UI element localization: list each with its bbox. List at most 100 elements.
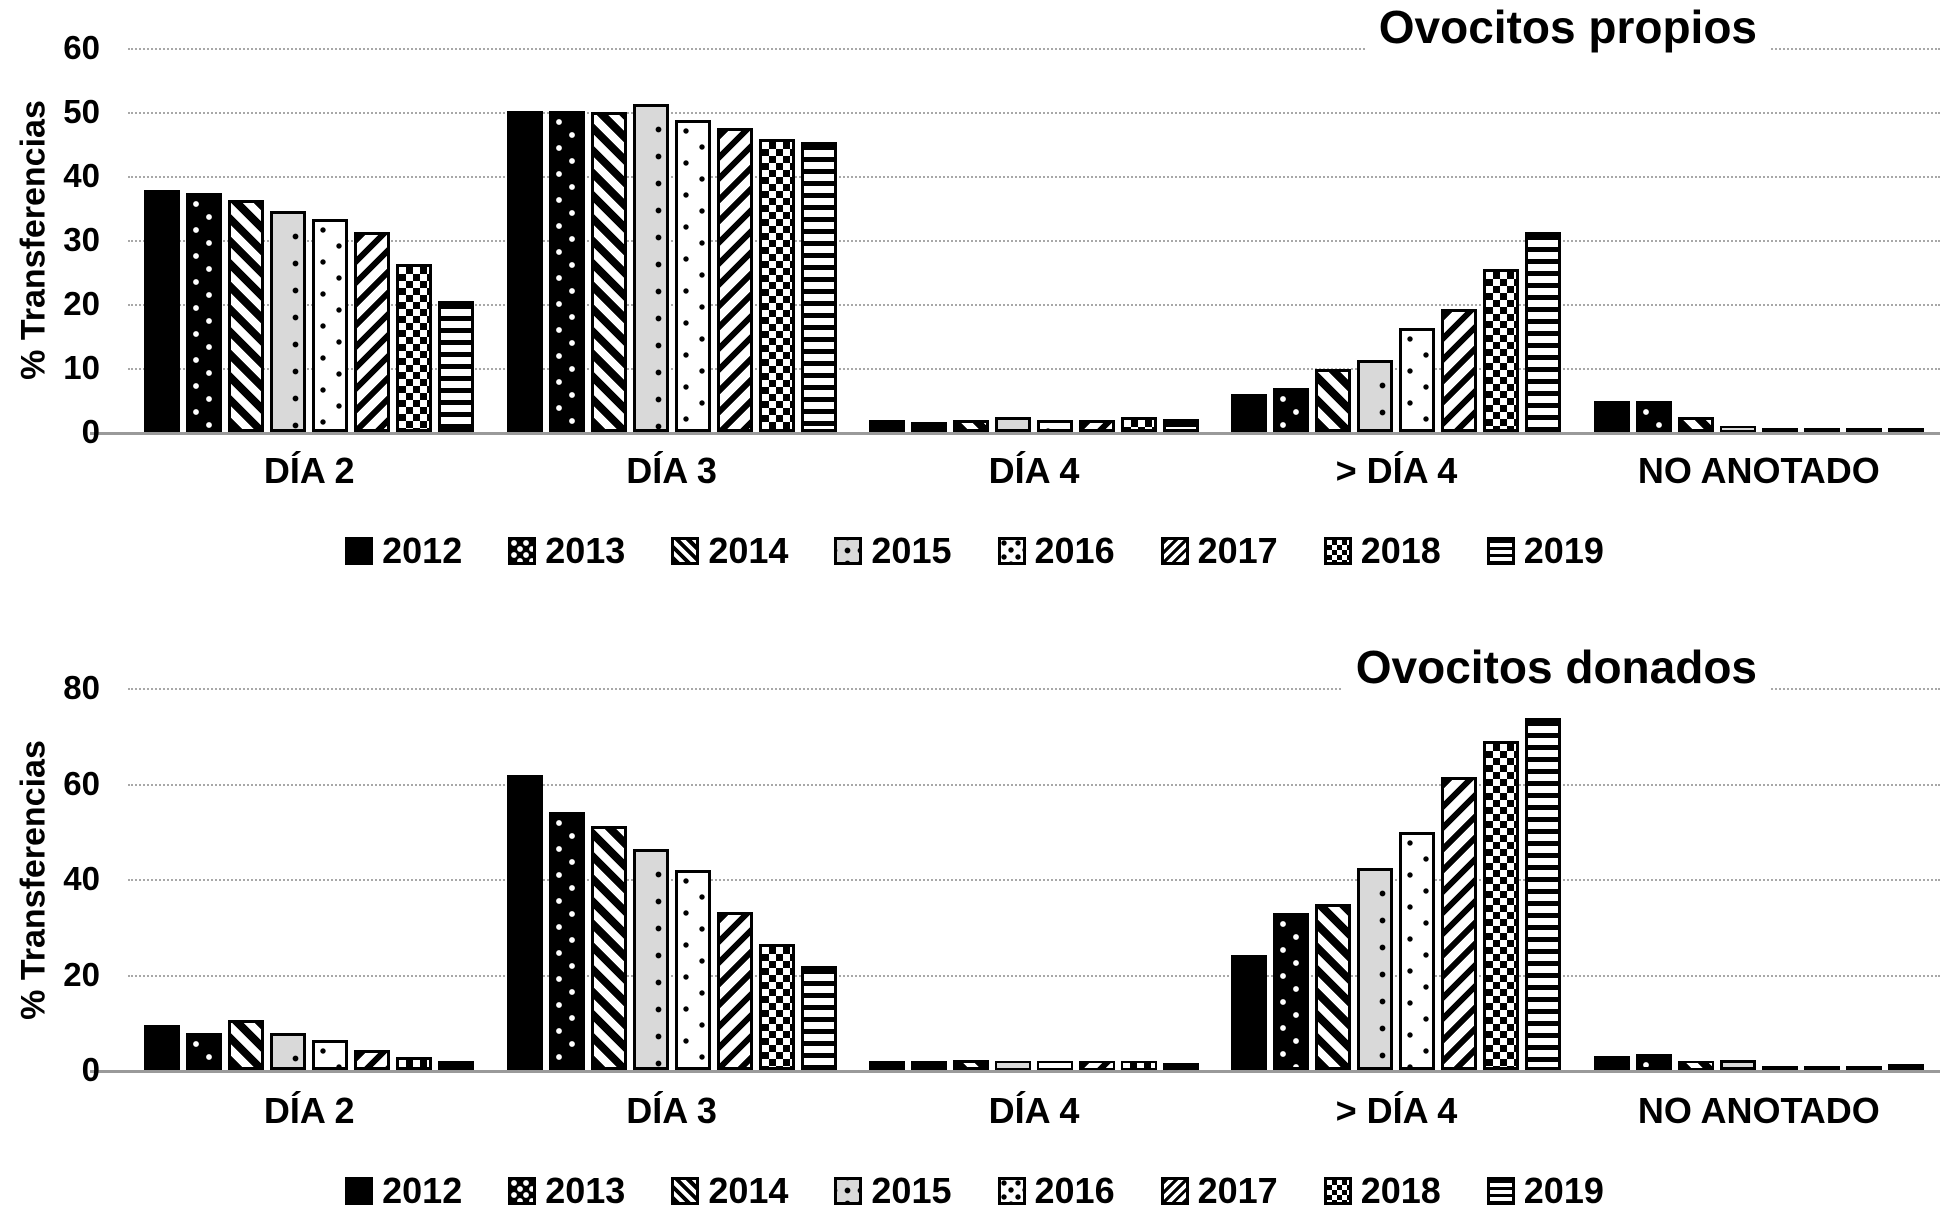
legend-swatch-2012-solid-icon (345, 1177, 374, 1205)
bar-2012-d-a-4 (1231, 955, 1268, 1070)
gridline-40 (128, 879, 1940, 881)
bar-2013-no-anotado (1635, 401, 1672, 432)
bar-groups (128, 688, 1940, 1070)
bar-2013-d-a-4 (1273, 913, 1310, 1070)
bar-2012-d-a-4 (869, 419, 906, 432)
bar-2014-no-anotado (1677, 1061, 1714, 1070)
legend-swatch-2019-hlines-icon (1486, 537, 1515, 565)
legend-item-2013: 2013 (508, 530, 625, 572)
bar-2017-d-a-4 (1441, 776, 1478, 1070)
bar-2017-d-a-4 (1441, 309, 1478, 432)
bar-2018-d-a-2 (396, 263, 433, 432)
legend-label-2012: 2012 (382, 1170, 463, 1211)
legend-item-2017: 2017 (1160, 530, 1278, 572)
bar-2014-d-a-3 (590, 112, 627, 432)
legend-swatch-2015-dots-on-gray-icon (834, 537, 863, 565)
y-tick-label-80: 80 (63, 669, 100, 706)
bar-2019-d-a-4 (1525, 718, 1562, 1070)
bar-2015-d-a-2 (270, 1032, 307, 1070)
gridline-50 (128, 112, 1940, 114)
bar-2017-d-a-3 (716, 912, 753, 1070)
legend-item-2016: 2016 (997, 530, 1115, 572)
gridline-10 (128, 368, 1940, 370)
bar-group-d-a-2 (128, 688, 490, 1070)
x-axis-label-d-a-4: > DÍA 4 (1335, 450, 1458, 491)
bar-2018-d-a-4 (1483, 269, 1520, 432)
legend-swatch-2013-dots-on-black-icon (508, 1177, 537, 1205)
bar-2013-no-anotado (1635, 1054, 1672, 1070)
bar-2016-no-anotado (1761, 1066, 1798, 1070)
bar-2017-no-anotado (1803, 428, 1840, 432)
bar-group-d-a-4 (1215, 688, 1577, 1070)
x-axis-label-d-a-2: DÍA 2 (263, 1090, 355, 1131)
bar-2013-d-a-3 (548, 812, 585, 1070)
chart-ovocitos-donados: Ovocitos donados % Transferencias 0 20 40 6… (0, 640, 1949, 1211)
bar-2018-d-a-4 (1121, 1061, 1158, 1070)
bar-2015-d-a-2 (270, 211, 307, 432)
bar-2013-d-a-2 (186, 193, 223, 432)
bar-2017-d-a-2 (354, 1049, 391, 1070)
legend-label-2014: 2014 (708, 1170, 789, 1211)
x-axis-labels: DÍA 2 DÍA 3 DÍA 4 > DÍA 4 NO ANOTADO (128, 1090, 1940, 1132)
chart-ovocitos-propios: Ovocitos propios % Transferencias 0 10 20 3… (0, 0, 1949, 582)
bar-2015-d-a-4 (995, 417, 1032, 432)
y-tick-label-30: 30 (63, 221, 100, 258)
bar-2018-no-anotado (1845, 428, 1882, 432)
legend-swatch-2017-diag-up-icon (1160, 1177, 1189, 1205)
legend-item-2015: 2015 (834, 1170, 952, 1212)
gridline-30 (128, 240, 1940, 242)
bar-2014-d-a-3 (590, 826, 627, 1070)
legend-swatch-2013-dots-on-black-icon (508, 537, 537, 565)
legend: 2012 2013 2014 2015 2016 2017 2018 2019 (0, 520, 1949, 582)
bar-2014-d-a-4 (953, 1059, 990, 1070)
legend-swatch-2016-dots-on-white-icon (997, 537, 1026, 565)
bar-2016-d-a-4 (1399, 327, 1436, 432)
x-axis-line (90, 1070, 1940, 1073)
x-axis-label-d-a-3: DÍA 3 (626, 450, 717, 491)
bar-2014-d-a-4 (953, 420, 990, 432)
legend-label-2016: 2016 (1034, 1170, 1115, 1211)
bar-group-d-a-4 (853, 48, 1215, 432)
bar-2016-d-a-4 (1399, 832, 1436, 1070)
legend-item-2017: 2017 (1160, 1170, 1278, 1212)
legend-label-2018: 2018 (1360, 1170, 1441, 1211)
y-tick-label-10: 10 (63, 349, 100, 386)
bar-2015-d-a-4 (995, 1061, 1032, 1070)
legend-label-2016: 2016 (1034, 530, 1115, 571)
bar-2016-d-a-3 (674, 119, 711, 432)
x-axis-line (90, 432, 1940, 435)
legend-item-2014: 2014 (671, 1170, 788, 1212)
x-axis-label-no-anotado: NO ANOTADO (1637, 1090, 1880, 1131)
bar-2013-d-a-4 (911, 422, 948, 432)
y-tick-label-0: 0 (81, 413, 100, 450)
legend-label-2019: 2019 (1523, 1170, 1604, 1211)
legend-swatch-2014-diag-down-icon (671, 537, 700, 565)
legend-item-2018: 2018 (1323, 530, 1441, 572)
legend-swatch-2017-diag-up-icon (1160, 537, 1189, 565)
bar-2019-d-a-4 (1525, 232, 1562, 432)
legend-label-2015: 2015 (871, 530, 952, 571)
bar-2016-d-a-2 (312, 1040, 349, 1070)
bar-group-no-anotado (1578, 688, 1940, 1070)
x-axis-label-d-a-4: DÍA 4 (988, 1090, 1080, 1131)
bar-group-d-a-4 (853, 688, 1215, 1070)
gridline-40 (128, 176, 1940, 178)
legend-item-2013: 2013 (508, 1170, 625, 1212)
y-tick-label-50: 50 (63, 93, 100, 130)
bar-2016-d-a-4 (1037, 1061, 1074, 1070)
bar-2013-d-a-3 (548, 110, 585, 432)
gridline-20 (128, 974, 1940, 977)
bar-2012-d-a-4 (1231, 393, 1268, 432)
legend-swatch-2018-checker-icon (1323, 537, 1352, 565)
legend-item-2012: 2012 (345, 530, 462, 572)
y-tick-label-60: 60 (63, 764, 100, 802)
legend-label-2017: 2017 (1197, 1170, 1278, 1211)
bar-2012-d-a-3 (506, 110, 543, 432)
chart-title: Ovocitos donados (1341, 640, 1771, 702)
bar-2013-d-a-4 (1273, 387, 1310, 432)
y-tick-label-40: 40 (63, 157, 100, 194)
legend-item-2018: 2018 (1323, 1170, 1441, 1212)
bar-group-d-a-3 (490, 688, 852, 1070)
bar-2013-d-a-2 (186, 1033, 223, 1070)
x-axis-label-d-a-4: > DÍA 4 (1335, 1090, 1458, 1131)
